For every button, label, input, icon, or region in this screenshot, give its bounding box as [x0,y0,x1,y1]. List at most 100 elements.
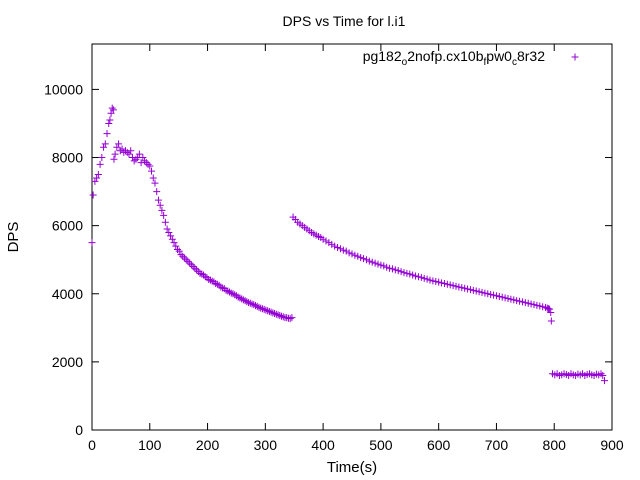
data-point [530,301,538,309]
data-point [279,313,287,321]
legend-label-subscript: f [484,57,487,68]
data-point [226,288,234,296]
data-point [170,239,178,247]
data-point [286,315,294,323]
x-tick-label: 800 [543,437,567,453]
data-point [533,301,541,309]
x-tick-label: 100 [138,437,162,453]
data-point [123,148,131,156]
data-point [524,299,532,307]
data-point [132,155,140,163]
y-tick-label: 8000 [52,150,83,166]
data-point [599,372,607,380]
data-point [118,145,126,153]
data-point [264,307,272,315]
data-point [257,304,265,312]
x-tick-label: 700 [485,437,509,453]
data-point [501,294,509,302]
data-point [217,283,225,291]
data-point [234,293,242,301]
legend-label-subscript: c [512,57,517,68]
data-point [539,303,547,311]
data-point [271,310,279,318]
data-point [184,257,192,265]
x-tick-label: 0 [88,437,96,453]
plot-area [91,43,613,431]
data-point [466,286,474,294]
data-point [182,256,190,264]
legend-marker [571,53,579,61]
plot-frame [91,43,613,431]
data-point [484,290,492,298]
data-point [498,293,506,301]
legend-entry-label: pg182o2nofp.cx10bfpw0c8r32 [363,48,546,68]
legend-marker-glyph [571,53,579,61]
x-tick-label: 300 [254,437,278,453]
data-point [243,298,251,306]
data-point [168,235,176,243]
data-point [481,289,489,297]
data-point [492,292,500,300]
data-point [93,174,101,182]
y-tick-label: 6000 [52,218,83,234]
legend: pg182o2nofp.cx10bfpw0c8r32 [363,48,579,68]
data-point [542,303,550,311]
data-point [432,277,440,285]
data-point [383,263,391,271]
data-point [105,119,113,127]
x-tick-label: 400 [311,437,335,453]
data-point [472,287,480,295]
data-point [322,237,330,245]
data-point [106,116,114,124]
data-point [115,140,123,148]
y-axis: 0 2000 4000 6000 8000 10000 [44,81,612,438]
data-point [336,245,344,253]
data-point [108,104,116,112]
data-point [262,306,270,314]
data-point [179,252,187,260]
data-point [193,266,201,274]
data-point [113,143,121,151]
data-point [258,305,266,313]
data-point [406,270,414,278]
y-tick-label: 4000 [52,286,83,302]
data-point [507,295,515,303]
chart-title: DPS vs Time for l.i1 [283,13,406,29]
data-point [272,310,280,318]
data-point [196,269,204,277]
data-point [89,191,97,199]
data-point [177,251,185,259]
data-point [319,235,327,243]
data-point [146,162,154,170]
data-point [368,258,376,266]
data-point [109,106,117,114]
data-point [394,267,402,275]
data-point [380,262,388,270]
data-point [278,312,286,320]
data-point [172,242,180,250]
data-point [250,301,258,309]
data-point [354,252,362,260]
data-point [461,284,469,292]
y-tick-label: 2000 [52,354,83,370]
data-point [478,288,486,296]
data-point [139,154,147,162]
data-point [403,269,411,277]
x-axis-label: Time(s) [327,459,377,476]
data-point [267,308,275,316]
data-point [149,174,157,182]
data-point [260,305,268,313]
data-point [274,311,282,319]
data-point [288,314,296,322]
data-point [342,247,350,255]
data-point [245,299,253,307]
data-point [328,240,336,248]
data-point [154,196,162,204]
data-point [412,272,420,280]
data-point [141,157,149,165]
data-point [98,154,106,162]
data-point [206,276,214,284]
data-point [130,157,138,165]
data-point [151,179,159,187]
data-point [443,280,451,288]
